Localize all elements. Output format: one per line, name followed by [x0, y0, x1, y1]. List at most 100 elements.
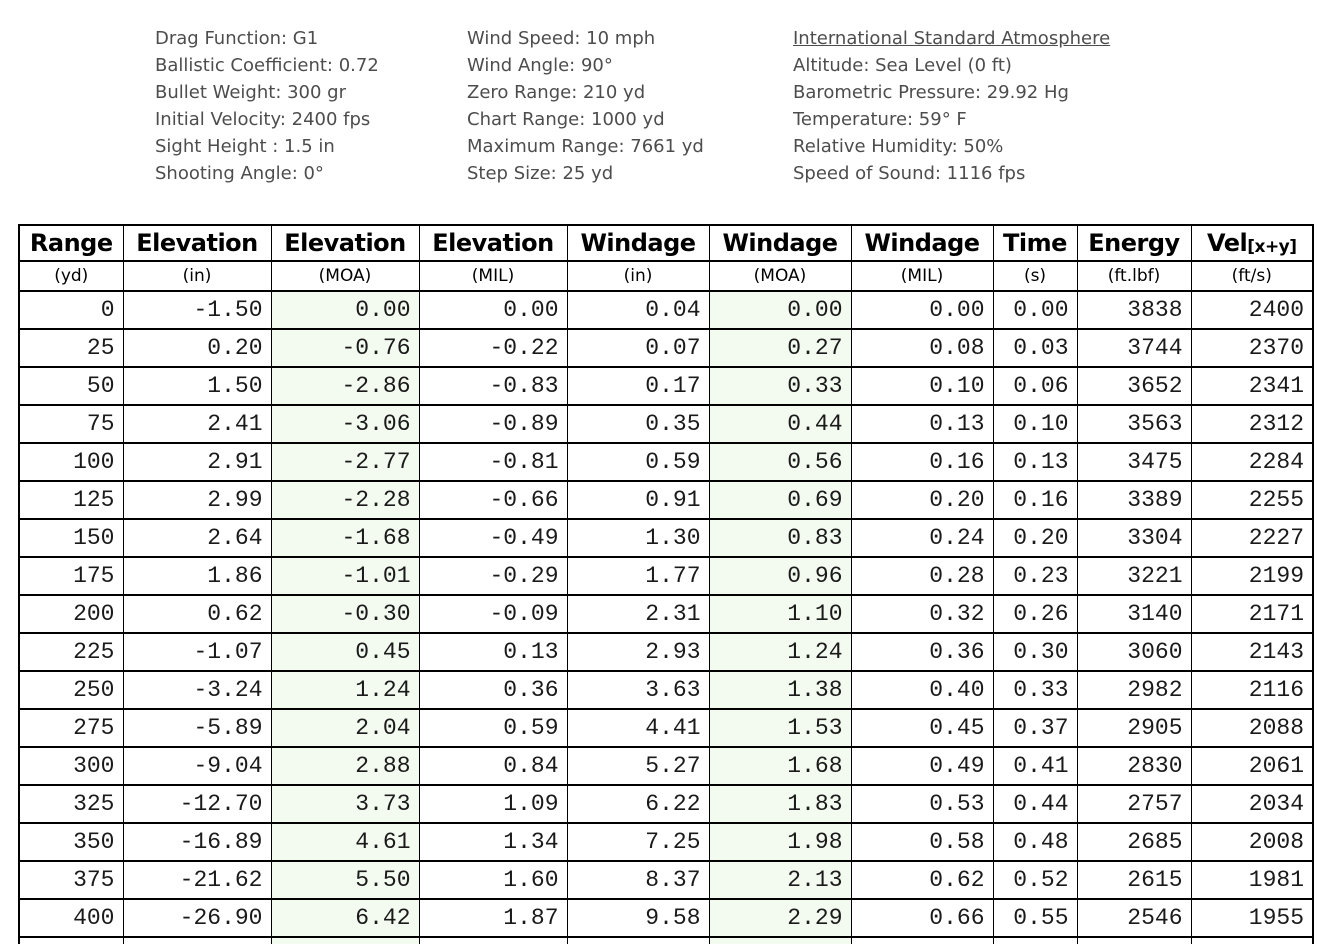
cell-windage-in: 6.22 — [566, 784, 710, 824]
cell-elevation-mil: 0.36 — [418, 670, 568, 710]
cell-range: 375 — [18, 860, 124, 900]
cell-windage-in: 0.07 — [566, 328, 710, 368]
cell-windage-moa: 0.00 — [708, 290, 852, 330]
cell-vel: 1955 — [1190, 898, 1314, 938]
cell-time: 0.55 — [992, 898, 1078, 938]
cell-windage-moa: 1.98 — [708, 822, 852, 862]
cell-range: 150 — [18, 518, 124, 558]
cell-vel: 2171 — [1190, 594, 1314, 634]
cell-time: 0.33 — [992, 670, 1078, 710]
cell-vel: 2284 — [1190, 442, 1314, 482]
table-row: 75 2.41 -3.06 -0.89 0.35 0.44 0.13 0.10 3563 2312 — [18, 404, 1314, 444]
table-row: 400 -26.90 6.42 1.87 9.58 2.29 0.66 0.55 2546 195… — [18, 898, 1314, 938]
cell-elevation-mil: -0.89 — [418, 404, 568, 444]
cell-range — [18, 936, 124, 944]
cell-elevation-mil: 1.60 — [418, 860, 568, 900]
cell-elevation-mil: -0.22 — [418, 328, 568, 368]
cell-windage-mil — [850, 936, 994, 944]
param-step-size: Step Size: 25 yd — [467, 163, 614, 184]
cell-time: 0.44 — [992, 784, 1078, 824]
cell-windage-moa: 1.68 — [708, 746, 852, 786]
cell-elevation-moa: -2.77 — [270, 442, 420, 482]
column-header-elevation-mil: Elevation — [418, 224, 568, 262]
cell-elevation-in: -21.62 — [122, 860, 272, 900]
cell-vel: 2088 — [1190, 708, 1314, 748]
cell-windage-moa: 1.24 — [708, 632, 852, 672]
parameters-panel: Drag Function: G1 Ballistic Coefficient:… — [0, 0, 1330, 187]
cell-elevation-in: 0.20 — [122, 328, 272, 368]
cell-windage-mil: 0.20 — [850, 480, 994, 520]
cell-vel: 2312 — [1190, 404, 1314, 444]
cell-energy: 3389 — [1076, 480, 1192, 520]
param-wind-speed: Wind Speed: 10 mph — [467, 28, 656, 49]
cell-range: 0 — [18, 290, 124, 330]
cell-energy: 3838 — [1076, 290, 1192, 330]
cell-elevation-in: -16.89 — [122, 822, 272, 862]
cell-energy: 2830 — [1076, 746, 1192, 786]
cell-energy: 2905 — [1076, 708, 1192, 748]
cell-range: 75 — [18, 404, 124, 444]
cell-elevation-moa: -1.01 — [270, 556, 420, 596]
cell-windage-moa: 0.69 — [708, 480, 852, 520]
column-header-vel: Vel[x+y] — [1190, 224, 1314, 262]
cell-time: 0.00 — [992, 290, 1078, 330]
cell-windage-in: 0.91 — [566, 480, 710, 520]
cell-windage-in: 5.27 — [566, 746, 710, 786]
cell-range: 300 — [18, 746, 124, 786]
cell-windage-moa: 0.83 — [708, 518, 852, 558]
cell-time: 0.20 — [992, 518, 1078, 558]
table-row: 175 1.86 -1.01 -0.29 1.77 0.96 0.28 0.23 3221 219… — [18, 556, 1314, 596]
cell-time: 0.03 — [992, 328, 1078, 368]
cell-elevation-in: 1.86 — [122, 556, 272, 596]
param-initial-velocity: Initial Velocity: 2400 fps — [155, 109, 371, 130]
cell-windage-mil: 0.66 — [850, 898, 994, 938]
column-unit-range: (yd) — [18, 260, 124, 292]
column-header-windage-moa: Windage — [708, 224, 852, 262]
cell-windage-moa: 0.27 — [708, 328, 852, 368]
column-unit-vel: (ft/s) — [1190, 260, 1314, 292]
cell-windage-mil: 0.28 — [850, 556, 994, 596]
table-row: 200 0.62 -0.30 -0.09 2.31 1.10 0.32 0.26 3140 217… — [18, 594, 1314, 634]
cell-energy: 2685 — [1076, 822, 1192, 862]
cell-vel: 2116 — [1190, 670, 1314, 710]
cell-elevation-mil: 1.87 — [418, 898, 568, 938]
cell-elevation-moa: -2.86 — [270, 366, 420, 406]
cell-vel: 2400 — [1190, 290, 1314, 330]
cell-elevation-mil: 1.09 — [418, 784, 568, 824]
param-relative-humidity: Relative Humidity: 50% — [793, 136, 1004, 157]
cell-elevation-mil: -0.49 — [418, 518, 568, 558]
cell-elevation-mil: -0.83 — [418, 366, 568, 406]
param-drag-function: Drag Function: G1 — [155, 28, 319, 49]
cell-windage-mil: 0.10 — [850, 366, 994, 406]
table-row: 375 -21.62 5.50 1.60 8.37 2.13 0.62 0.52 2615 198… — [18, 860, 1314, 900]
cell-time — [992, 936, 1078, 944]
table-units-row: (yd) (in) (MOA) (MIL) (in) (MOA) (MIL) (s) (ft.l… — [18, 260, 1314, 292]
atmosphere-title: International Standard Atmosphere — [793, 28, 1111, 49]
cell-range: 250 — [18, 670, 124, 710]
cell-windage-mil: 0.53 — [850, 784, 994, 824]
cell-windage-moa: 0.56 — [708, 442, 852, 482]
table-row: 350 -16.89 4.61 1.34 7.25 1.98 0.58 0.48 2685 200… — [18, 822, 1314, 862]
cell-range: 325 — [18, 784, 124, 824]
cell-windage-in: 1.77 — [566, 556, 710, 596]
cell-windage-mil: 0.08 — [850, 328, 994, 368]
table-row: 150 2.64 -1.68 -0.49 1.30 0.83 0.24 0.20 3304 222… — [18, 518, 1314, 558]
cell-windage-mil: 0.49 — [850, 746, 994, 786]
cell-elevation-mil: 0.00 — [418, 290, 568, 330]
cell-windage-moa: 1.83 — [708, 784, 852, 824]
cell-elevation-moa: 2.04 — [270, 708, 420, 748]
column-unit-windage-moa: (MOA) — [708, 260, 852, 292]
cell-energy: 2615 — [1076, 860, 1192, 900]
cell-elevation-in: -3.24 — [122, 670, 272, 710]
table-row: 50 1.50 -2.86 -0.83 0.17 0.33 0.10 0.06 3652 2341 — [18, 366, 1314, 406]
cell-windage-mil: 0.13 — [850, 404, 994, 444]
cell-windage-mil: 0.45 — [850, 708, 994, 748]
cell-elevation-in: 0.62 — [122, 594, 272, 634]
trajectory-table: Range Elevation Elevation Elevation Windage W… — [18, 224, 1314, 944]
cell-windage-mil: 0.36 — [850, 632, 994, 672]
cell-elevation-moa: 3.73 — [270, 784, 420, 824]
cell-energy: 3140 — [1076, 594, 1192, 634]
cell-windage-in: 1.30 — [566, 518, 710, 558]
cell-elevation-mil: -0.81 — [418, 442, 568, 482]
